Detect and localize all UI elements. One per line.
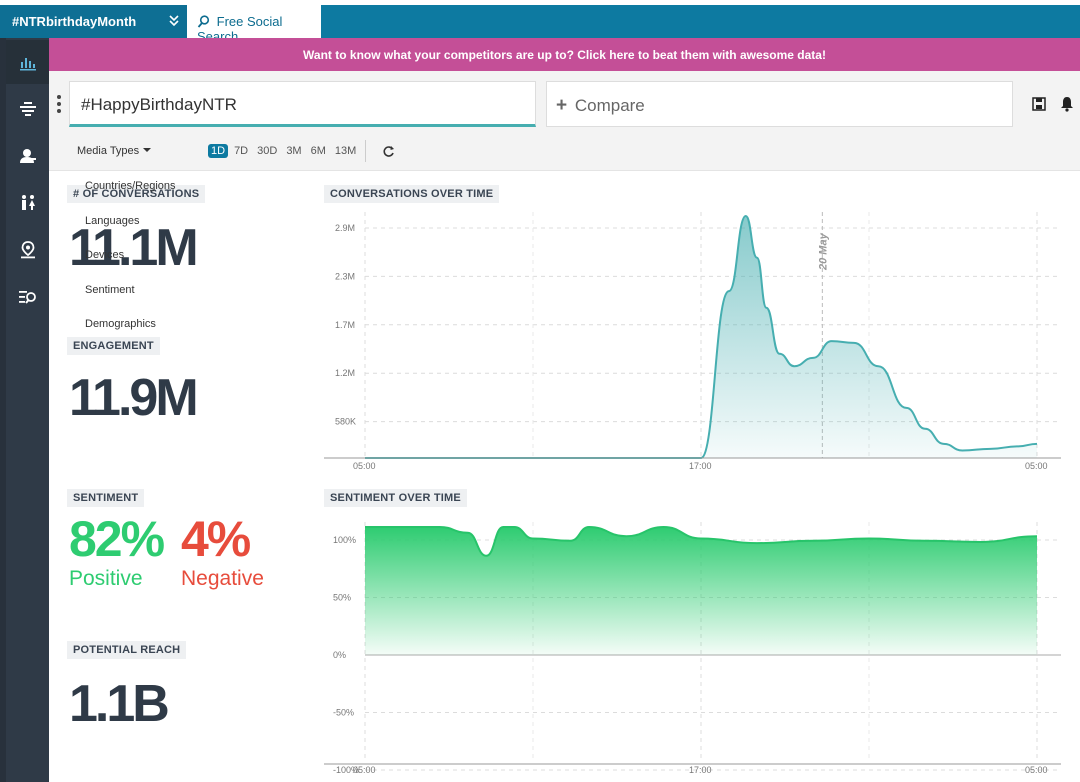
range-6m[interactable]: 6M [310,145,326,157]
save-icon[interactable] [1032,97,1046,111]
double-chevron-down-icon[interactable] [167,12,181,28]
sidebar [0,38,49,782]
potential-reach-label: POTENTIAL REACH [67,641,187,659]
engagement-label: ENGAGEMENT [67,337,160,355]
charts-canvas: 580K 1.2M 1.7M 2.3M 2.9M 20 May 05:00 17:00 05:0… [324,212,1061,775]
promo-banner-text: Want to know what your competitors are u… [303,48,826,62]
stream-icon [19,102,36,116]
sent-y-tick: 50% [333,593,351,603]
range-13m[interactable]: 13M [334,145,357,157]
sentiment-chart-title: SENTIMENT OVER TIME [324,489,467,507]
sidebar-item-overview[interactable] [6,40,49,84]
dashboard-content: # OF CONVERSATIONS 11.1M Countries/Regio… [49,172,1080,782]
menu-item-languages[interactable]: Languages [85,215,140,227]
potential-reach-value: 1.1B [69,675,170,733]
menu-item-devices[interactable]: Devices [85,249,125,261]
menu-item-demographics[interactable]: Demographics [85,318,156,330]
map-pin-icon [20,241,35,259]
engagement-value: 11.9M [69,369,199,427]
conv-y-tick: 2.9M [335,223,355,233]
tab-ntrbirthdaymonth-label: #NTRbirthdayMonth [12,14,137,29]
conv-annotation-label: 20 May [817,232,829,271]
toolbar-divider [365,140,366,162]
positive-label: Positive [69,567,143,590]
search-header: #HappyBirthdayNTR + Compare Media Types … [49,71,1080,171]
sidebar-edge [0,38,6,782]
conversations-chart-title: CONVERSATIONS OVER TIME [324,185,500,203]
sent-x-tick: 05:00 [353,765,376,775]
negative-value: 4% [181,511,251,567]
conv-area [365,216,1037,458]
sidebar-item-streams[interactable] [6,87,49,131]
conv-x-tick: 17:00 [689,461,712,471]
refresh-icon[interactable] [382,145,395,158]
sidebar-item-search-results[interactable] [6,275,49,319]
sent-area [365,527,1037,655]
kebab-menu-icon[interactable] [57,95,61,113]
top-bar: #NTRbirthdayMonth Free Social Search [0,5,1080,44]
conv-y-tick: 1.2M [335,368,355,378]
sidebar-item-locations[interactable] [6,228,49,272]
sent-y-tick: -100% [333,765,359,775]
conv-x-tick: 05:00 [1025,461,1048,471]
conv-y-tick: 2.3M [335,271,355,281]
range-30d[interactable]: 30D [257,145,278,157]
menu-item-countries[interactable]: Countries/Regions [85,180,176,192]
search-query-input[interactable]: #HappyBirthdayNTR [69,81,536,127]
bar-chart-icon [19,58,36,71]
sidebar-item-influencers[interactable] [6,134,49,178]
conv-y-tick: 580K [335,417,356,427]
plus-icon: + [556,95,568,116]
negative-label: Negative [181,567,264,590]
sentiment-label: SENTIMENT [67,489,145,507]
search-query-text: #HappyBirthdayNTR [81,95,237,114]
range-3m[interactable]: 3M [286,145,302,157]
range-1d[interactable]: 1D [208,144,229,158]
tab-ntrbirthdaymonth[interactable]: #NTRbirthdayMonth [0,5,187,38]
conversations-over-time-chart: 580K 1.2M 1.7M 2.3M 2.9M 20 May 05:00 17:00 05:0… [324,212,1061,471]
tab-free-social-search[interactable]: Free Social Search [187,5,321,44]
time-range-selector: 1D 7D 30D 3M 6M 13M [208,144,362,158]
conversations-value: 11.1M [69,219,199,277]
caret-down-icon [143,148,152,152]
positive-value: 82% [69,511,165,567]
sent-y-tick: 0% [333,650,346,660]
conv-y-tick: 1.7M [335,320,355,330]
promo-banner[interactable]: Want to know what your competitors are u… [49,38,1080,71]
menu-item-sentiment[interactable]: Sentiment [85,284,135,296]
search-icon [197,15,210,28]
people-icon [21,195,35,210]
list-search-icon [18,291,36,304]
user-icon [19,149,36,163]
conversations-label: # OF CONVERSATIONS [67,185,206,203]
bell-icon[interactable] [1060,96,1074,112]
sent-y-tick: -50% [333,708,354,718]
media-types-dropdown[interactable]: Media Types [77,145,152,157]
compare-input[interactable]: + Compare [546,81,1013,127]
media-types-label: Media Types [77,145,140,157]
sent-x-tick: 17:00 [689,765,712,775]
compare-label: Compare [574,96,645,115]
sent-y-tick: 100% [333,535,356,545]
sent-line [365,525,1038,557]
range-7d[interactable]: 7D [234,145,249,157]
sent-x-tick: 05:00 [1025,765,1048,775]
sentiment-over-time-chart: 100%50%0%-50%-100%05:00 17:00 05:00 [324,522,1061,775]
sidebar-item-demographics[interactable] [6,181,49,225]
conv-x-tick: 05:00 [353,461,376,471]
